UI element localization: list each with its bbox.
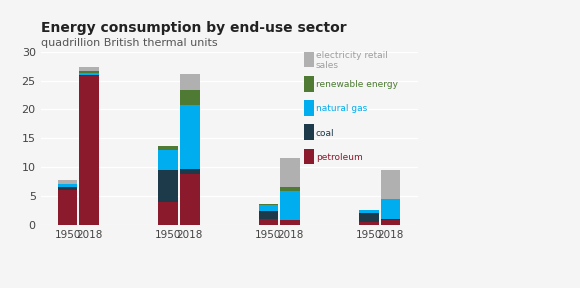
Text: petroleum: petroleum <box>316 153 362 162</box>
Bar <box>259 205 278 211</box>
Bar <box>58 180 78 184</box>
Bar <box>359 222 379 225</box>
Bar <box>380 199 400 219</box>
Bar <box>158 202 178 225</box>
Text: natural gas: natural gas <box>316 104 367 113</box>
Bar <box>359 213 379 222</box>
Text: coal: coal <box>316 128 335 138</box>
Bar <box>58 184 78 187</box>
Bar <box>79 71 99 73</box>
Bar <box>180 174 200 225</box>
Bar <box>380 220 400 225</box>
FancyBboxPatch shape <box>304 52 314 67</box>
FancyBboxPatch shape <box>304 76 314 92</box>
Text: Energy consumption by end-use sector: Energy consumption by end-use sector <box>41 21 346 35</box>
FancyBboxPatch shape <box>304 124 314 140</box>
Bar <box>380 219 400 220</box>
Bar <box>79 73 99 75</box>
Text: renewable energy: renewable energy <box>316 80 398 89</box>
Bar <box>280 187 300 191</box>
Bar <box>180 169 200 174</box>
Bar <box>259 204 278 205</box>
Bar <box>380 170 400 199</box>
Bar <box>280 191 300 220</box>
Text: quadrillion British thermal units: quadrillion British thermal units <box>41 38 218 48</box>
Bar <box>180 74 200 90</box>
Bar <box>58 187 78 190</box>
FancyBboxPatch shape <box>304 100 314 116</box>
Bar <box>79 76 99 225</box>
Bar <box>79 75 99 76</box>
Bar <box>359 210 379 213</box>
Bar <box>79 67 99 71</box>
Bar <box>259 219 278 225</box>
Bar <box>58 190 78 225</box>
Bar <box>259 211 278 219</box>
Bar <box>180 105 200 169</box>
Text: electricity retail
sales: electricity retail sales <box>316 51 387 70</box>
Bar <box>158 150 178 170</box>
Bar <box>158 170 178 202</box>
FancyBboxPatch shape <box>304 149 314 164</box>
Bar <box>180 90 200 105</box>
Bar <box>158 146 178 150</box>
Bar <box>280 158 300 187</box>
Bar <box>280 220 300 225</box>
